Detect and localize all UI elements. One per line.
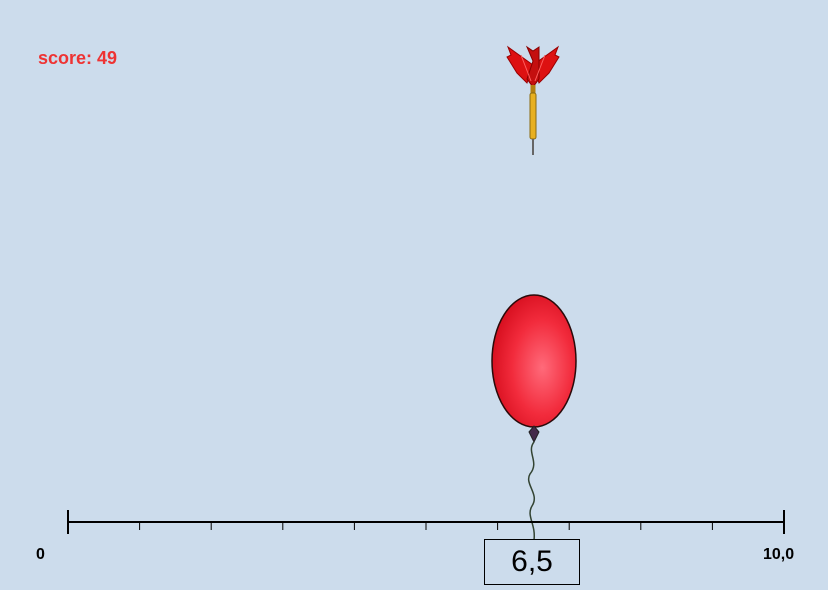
score-label: score: 49 <box>38 48 118 68</box>
dart-icon <box>506 45 560 155</box>
balloon-icon[interactable] <box>488 292 580 542</box>
number-line <box>67 510 785 534</box>
number-line-max-label: 10,0 <box>763 546 795 563</box>
answer-box: 6,5 <box>484 539 580 585</box>
number-line-min-label: 0 <box>36 546 45 563</box>
answer-value: 6,5 <box>511 545 553 578</box>
